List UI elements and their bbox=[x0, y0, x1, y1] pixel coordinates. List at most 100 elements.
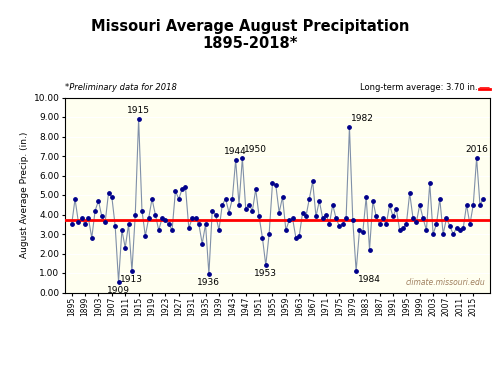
Point bbox=[128, 268, 136, 274]
Point bbox=[382, 221, 390, 227]
Point bbox=[138, 208, 146, 214]
Point bbox=[439, 231, 447, 237]
Point bbox=[308, 178, 316, 184]
Text: 1982: 1982 bbox=[352, 114, 374, 123]
Point bbox=[306, 196, 314, 202]
Point bbox=[459, 225, 467, 231]
Point bbox=[282, 227, 290, 233]
Point bbox=[225, 210, 233, 216]
Point bbox=[386, 202, 394, 208]
Point bbox=[480, 196, 488, 202]
Point bbox=[328, 202, 336, 208]
Point bbox=[472, 155, 480, 161]
Point bbox=[195, 221, 203, 227]
Text: 1909: 1909 bbox=[107, 286, 130, 295]
Point bbox=[84, 215, 92, 221]
Point bbox=[449, 231, 457, 237]
Point bbox=[258, 235, 266, 241]
Point bbox=[272, 182, 280, 188]
Point bbox=[278, 194, 286, 200]
Point bbox=[396, 227, 404, 233]
Point bbox=[399, 225, 407, 231]
Point bbox=[379, 215, 387, 221]
Point bbox=[248, 208, 256, 214]
Point bbox=[466, 221, 474, 227]
Point bbox=[215, 227, 223, 233]
Point bbox=[412, 219, 420, 225]
Point bbox=[114, 279, 122, 285]
Point bbox=[108, 194, 116, 200]
Point bbox=[205, 271, 213, 277]
Point bbox=[426, 180, 434, 186]
Point bbox=[369, 198, 377, 204]
Y-axis label: August Average Precip. (in.): August Average Precip. (in.) bbox=[20, 132, 30, 258]
Point bbox=[392, 206, 400, 212]
Point bbox=[470, 202, 478, 208]
Text: 1984: 1984 bbox=[358, 275, 381, 284]
Point bbox=[446, 223, 454, 229]
Point bbox=[74, 219, 82, 225]
Point bbox=[172, 188, 179, 194]
Point bbox=[302, 213, 310, 219]
Point bbox=[409, 215, 417, 221]
Point bbox=[268, 180, 276, 186]
Point bbox=[262, 262, 270, 268]
Point bbox=[432, 221, 440, 227]
Point bbox=[362, 194, 370, 200]
Point bbox=[182, 184, 190, 190]
Point bbox=[142, 233, 150, 239]
Point bbox=[419, 215, 427, 221]
Point bbox=[88, 235, 96, 241]
Point bbox=[265, 231, 273, 237]
Point bbox=[124, 221, 132, 227]
Point bbox=[154, 227, 162, 233]
Point bbox=[168, 227, 176, 233]
Point bbox=[158, 215, 166, 221]
Point bbox=[202, 221, 209, 227]
Point bbox=[118, 227, 126, 233]
Text: *Preliminary data for 2018: *Preliminary data for 2018 bbox=[65, 83, 177, 92]
Point bbox=[476, 202, 484, 208]
Text: —: — bbox=[472, 82, 490, 92]
Point bbox=[121, 244, 129, 250]
Text: 1953: 1953 bbox=[254, 269, 278, 278]
Point bbox=[406, 190, 413, 196]
Point bbox=[359, 229, 367, 235]
Point bbox=[298, 210, 306, 216]
Point bbox=[104, 190, 112, 196]
Point bbox=[346, 124, 354, 130]
Text: 1944: 1944 bbox=[224, 147, 247, 156]
Text: 1950: 1950 bbox=[244, 145, 267, 154]
Point bbox=[416, 202, 424, 208]
Point bbox=[178, 186, 186, 192]
Point bbox=[452, 225, 460, 231]
Point bbox=[242, 206, 250, 212]
Point bbox=[318, 215, 326, 221]
Point bbox=[296, 233, 304, 239]
Point bbox=[332, 215, 340, 221]
Point bbox=[285, 217, 293, 223]
Point bbox=[422, 227, 430, 233]
Point bbox=[78, 215, 86, 221]
Point bbox=[238, 155, 246, 161]
Point bbox=[228, 196, 236, 202]
Point bbox=[218, 202, 226, 208]
Point bbox=[326, 221, 334, 227]
Point bbox=[316, 198, 324, 204]
Point bbox=[148, 196, 156, 202]
Point bbox=[94, 198, 102, 204]
Point bbox=[101, 219, 109, 225]
Point bbox=[339, 221, 347, 227]
Point bbox=[164, 221, 172, 227]
Point bbox=[429, 231, 437, 237]
Point bbox=[162, 217, 170, 223]
Text: Missouri Average August Precipitation
1895-2018*: Missouri Average August Precipitation 18… bbox=[91, 19, 409, 51]
Point bbox=[252, 186, 260, 192]
Text: climate.missouri.edu: climate.missouri.edu bbox=[406, 278, 486, 286]
Point bbox=[81, 221, 89, 227]
Point bbox=[71, 196, 79, 202]
Point bbox=[288, 215, 296, 221]
Point bbox=[198, 241, 206, 247]
Point bbox=[245, 202, 253, 208]
Point bbox=[132, 211, 140, 217]
